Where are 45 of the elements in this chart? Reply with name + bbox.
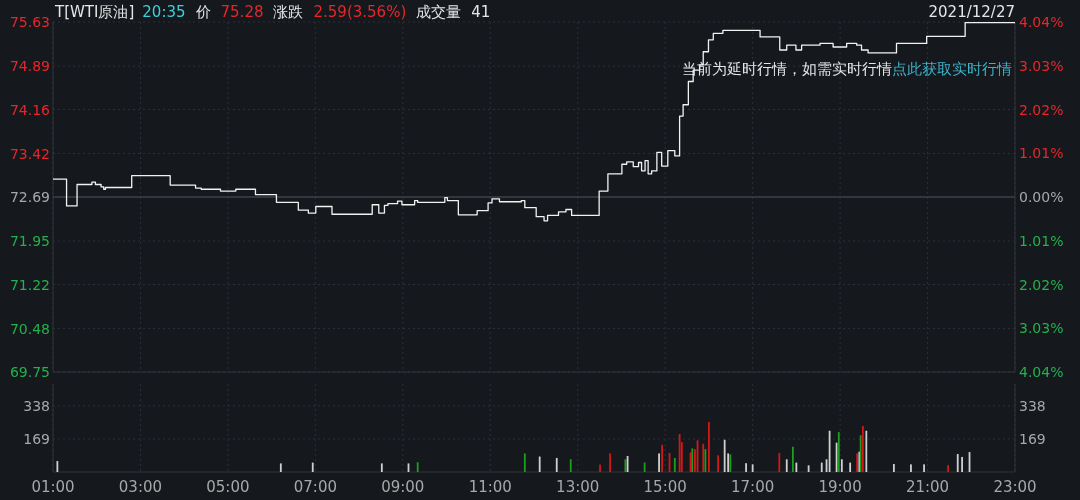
y2-tick-label: 2.02% bbox=[1019, 276, 1064, 293]
y-tick-label: 74.16 bbox=[9, 101, 51, 118]
text: 成交量 bbox=[416, 3, 462, 21]
text: 价 bbox=[194, 3, 211, 21]
text: 20:35 bbox=[142, 3, 186, 21]
y-tick-label: 75.63 bbox=[9, 14, 50, 30]
text: 2021/12/27 bbox=[928, 3, 1015, 21]
x-tick-label: 15:00 bbox=[643, 478, 687, 496]
x-tick-label: 03:00 bbox=[118, 478, 163, 496]
x-tick-label: 01:00 bbox=[31, 478, 75, 496]
y2-tick-label: 1.01% bbox=[1019, 232, 1064, 249]
annotation: 点此获取实时行情 bbox=[892, 60, 1012, 78]
y2-tick-label: 3.03% bbox=[1019, 57, 1064, 74]
y2-tick-label: 0.00% bbox=[1019, 189, 1064, 205]
text: 75.28 bbox=[220, 3, 264, 21]
y-tick-label: 338 bbox=[23, 397, 50, 414]
annotation: 当前为延时行情，如需实时行情 bbox=[682, 60, 892, 78]
y-tick-label: 71.95 bbox=[9, 233, 50, 250]
y2-tick-label: 169 bbox=[1019, 430, 1046, 447]
x-tick-label: 23:00 bbox=[993, 478, 1037, 496]
y2-tick-label: 4.04% bbox=[1019, 364, 1064, 380]
y2-tick-label: 3.03% bbox=[1019, 320, 1064, 337]
y-tick-label: 72.69 bbox=[9, 189, 50, 205]
y-tick-label: 73.42 bbox=[9, 145, 50, 162]
text: 2.59(3.56%) bbox=[313, 3, 407, 21]
y-tick-label: 169 bbox=[23, 430, 50, 447]
x-tick-label: 19:00 bbox=[818, 478, 862, 496]
y2-tick-label: 4.04% bbox=[1019, 14, 1064, 30]
y2-tick-label: 2.02% bbox=[1019, 101, 1064, 118]
x-tick-label: 05:00 bbox=[206, 478, 250, 496]
y-tick-label: 71.22 bbox=[9, 276, 50, 293]
y2-tick-label: 338 bbox=[1019, 397, 1046, 414]
x-tick-label: 13:00 bbox=[556, 478, 600, 496]
y-tick-label: 69.75 bbox=[9, 364, 50, 380]
y-tick-label: 74.89 bbox=[9, 58, 50, 75]
x-tick-label: 17:00 bbox=[731, 478, 775, 496]
x-tick-label: 09:00 bbox=[381, 478, 425, 496]
x-tick-label: 07:00 bbox=[293, 478, 337, 496]
y2-tick-label: 1.01% bbox=[1019, 145, 1064, 162]
y-tick-label: 70.48 bbox=[9, 320, 50, 337]
x-tick-label: 11:00 bbox=[468, 478, 512, 496]
text: 41 bbox=[471, 3, 491, 21]
x-tick-label: 21:00 bbox=[905, 478, 950, 496]
chart-title: T[WTI原油] bbox=[54, 3, 135, 21]
text: 涨跌 bbox=[273, 3, 304, 21]
